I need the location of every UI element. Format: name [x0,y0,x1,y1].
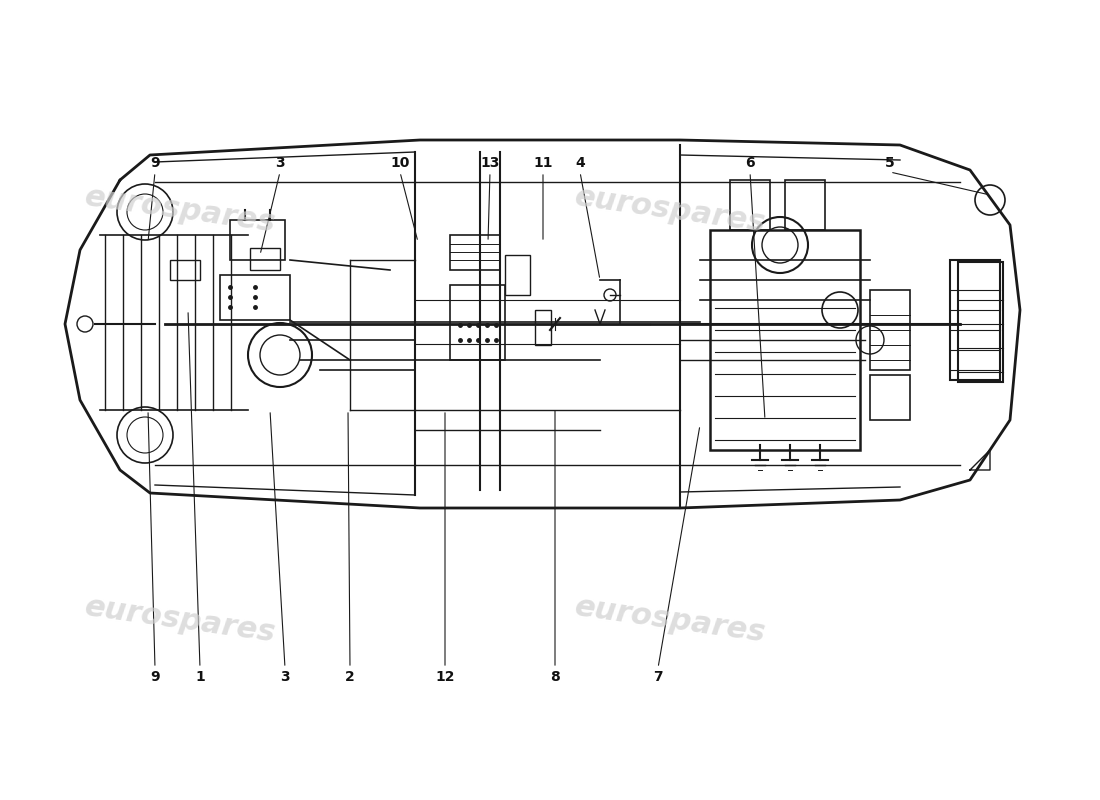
Text: 6: 6 [745,156,755,170]
Bar [870,375,910,420]
Text: eurospares: eurospares [572,592,768,648]
Text: 5: 5 [886,156,895,170]
Text: 1: 1 [195,670,205,684]
Bar [958,262,1003,382]
Text: eurospares: eurospares [82,182,277,238]
Text: 12: 12 [436,670,454,684]
Text: 9: 9 [151,670,160,684]
Bar [250,248,280,270]
Text: 8: 8 [550,670,560,684]
Text: 9: 9 [151,156,160,170]
Bar [450,285,505,360]
Text: 11: 11 [534,156,552,170]
Bar [170,260,200,280]
Bar [870,290,910,370]
Bar [220,275,290,320]
Bar [230,220,285,260]
Text: 2: 2 [345,670,355,684]
Text: 3: 3 [275,156,285,170]
Bar [535,310,551,345]
Text: 3: 3 [280,670,289,684]
Text: 13: 13 [481,156,499,170]
Text: 7: 7 [653,670,663,684]
Bar [785,180,825,230]
Bar [950,260,1000,380]
Text: 4: 4 [575,156,585,170]
Bar [505,255,530,295]
Text: eurospares: eurospares [572,182,768,238]
Bar [730,180,770,230]
Text: 10: 10 [390,156,409,170]
Bar [710,230,860,450]
Text: eurospares: eurospares [82,592,277,648]
Bar [450,235,500,270]
